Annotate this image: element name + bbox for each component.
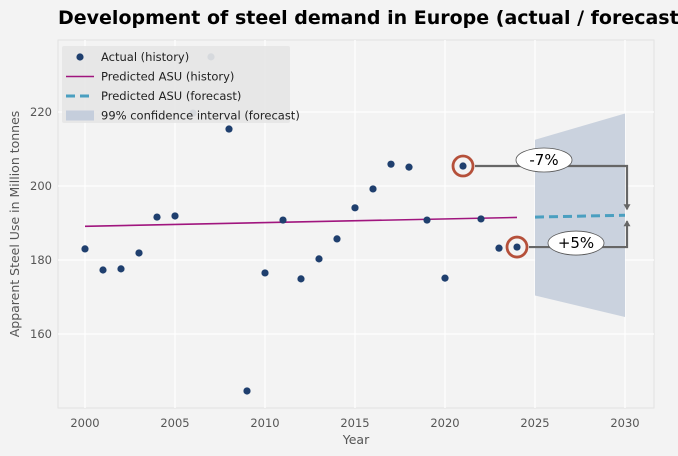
data-point [315,255,323,263]
y-tick-label: 220 [30,105,52,119]
arrow-head-icon [623,204,631,211]
x-axis-label: Year [342,432,370,447]
data-point [81,245,89,253]
data-point [117,265,125,273]
highlight-circle [451,154,475,178]
x-tick-label: 2005 [160,416,189,430]
x-tick-label: 2010 [250,416,279,430]
y-tick-label: 160 [30,327,52,341]
highlight-circle [505,235,529,259]
legend: Actual (history) Predicted ASU (history) P… [62,46,300,123]
data-point [153,213,161,221]
data-point [297,275,305,283]
arrow-head-icon [623,220,631,227]
data-point [279,216,287,224]
annotation-label: -7% [529,151,558,169]
legend-label: Actual (history) [101,50,189,64]
data-point [459,162,467,170]
data-point [495,244,503,252]
tick-labels: 2000 2005 2010 2015 2020 2025 2030 160 180 200 220 [30,105,640,430]
data-point [441,274,449,282]
data-point [333,235,341,243]
legend-band-icon [66,110,94,121]
data-point [243,387,251,395]
data-point [369,185,377,193]
legend-box [62,46,290,123]
x-tick-label: 2000 [70,416,99,430]
legend-label: Predicted ASU (history) [101,70,234,84]
y-tick-label: 200 [30,179,52,193]
lines [84,213,626,228]
y-tick-label: 180 [30,253,52,267]
data-point [423,216,431,224]
predicted-forecast-line [534,213,626,219]
data-point [99,266,107,274]
legend-marker-icon [76,53,84,61]
data-points [81,53,521,395]
data-point [135,249,143,257]
data-point [351,204,359,212]
data-point [261,269,269,277]
x-tick-label: 2015 [340,416,369,430]
data-point [171,212,179,220]
data-point [405,163,413,171]
x-tick-label: 2025 [520,416,549,430]
chart-title: Development of steel demand in Europe (a… [58,7,678,29]
y-axis-label: Apparent Steel Use in Million tonnes [7,111,22,338]
legend-label: 99% confidence interval (forecast) [101,109,300,123]
x-tick-label: 2020 [430,416,459,430]
legend-label: Predicted ASU (forecast) [101,89,241,103]
annotation-label: +5% [558,234,594,252]
x-tick-label: 2030 [610,416,639,430]
data-point [225,125,233,133]
data-point [477,215,485,223]
annotation-label-bubble [547,230,605,256]
data-point [513,243,521,251]
data-point [387,160,395,168]
annotation-label-bubble [515,147,573,173]
annotations: -7% +5% [451,147,631,259]
predicted-history-line [84,216,518,228]
